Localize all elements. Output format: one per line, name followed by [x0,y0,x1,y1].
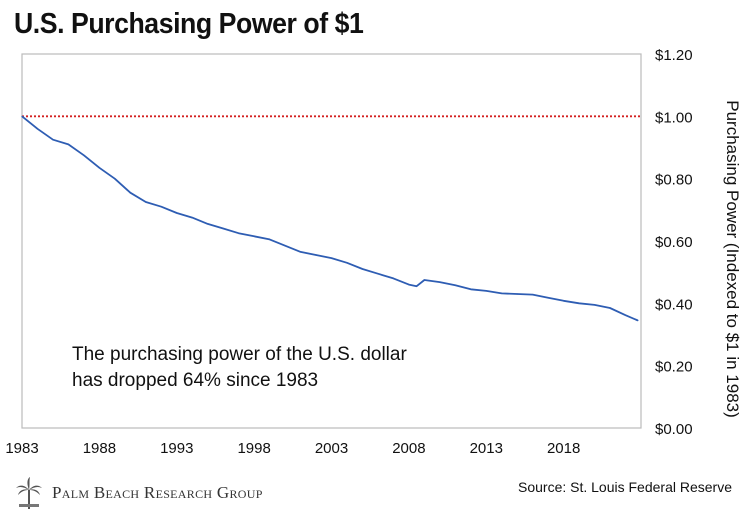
data-point [485,290,487,292]
data-point [52,139,54,141]
x-tick-label: 2003 [315,440,348,457]
data-point [439,281,441,283]
x-tick-label: 1983 [5,440,38,457]
data-point [145,201,147,203]
source-note: Source: St. Louis Federal Reserve [518,479,732,495]
data-point [361,268,364,270]
palm-tree-logo-icon [16,477,42,509]
series-line-1 [21,115,639,322]
data-point [516,293,518,295]
data-point [330,257,333,259]
data-point [160,206,162,208]
y-tick-label: $1.20 [655,47,693,64]
data-point [191,217,193,219]
y-tick-label: $0.60 [655,234,693,251]
y-tick-label: $1.00 [655,109,693,126]
chart-title: U.S. Purchasing Power of $1 [14,8,364,40]
data-point [176,212,178,214]
brand-logo: Palm Beach Research Group [14,476,263,510]
y-tick-label: $0.00 [655,421,693,438]
data-point [637,319,639,322]
data-point [377,273,379,275]
data-point [21,115,23,117]
x-tick-label: 2013 [470,440,503,457]
data-point [563,300,565,302]
y-axis-label: Purchasing Power (Indexed to $1 in 1983) [723,100,742,418]
x-tick-label: 1998 [237,440,270,457]
brand-name: Palm Beach Research Group [52,483,263,502]
data-point [114,178,116,180]
plot-frame [21,53,642,429]
annotation-line-2: has dropped 64% since 1983 [72,370,319,391]
data-point [83,154,85,156]
data-point [315,254,317,256]
data-point [392,277,394,279]
y-tick-label: $0.20 [655,359,693,376]
data-point [67,143,70,145]
data-point [624,314,627,316]
data-point [408,284,410,286]
y-tick-label: $0.40 [655,296,693,313]
data-point [454,284,456,286]
data-point [299,251,302,253]
data-point [423,279,425,281]
annotation-line-1: The purchasing power of the U.S. dollar [72,344,407,365]
y-tick-label: $0.80 [655,172,693,189]
data-point [346,262,348,264]
data-point [416,285,418,287]
data-point [238,232,240,234]
data-point [578,302,580,304]
data-point [253,235,255,237]
x-tick-label: 1988 [83,440,116,457]
data-point [284,245,286,247]
data-point [547,297,549,299]
data-point [470,288,472,290]
data-point [501,292,503,294]
data-point [593,304,596,306]
data-point [36,128,39,130]
data-point [222,227,224,230]
data-point [98,167,100,169]
x-tick-label: 2008 [392,440,425,457]
data-point [609,307,611,309]
data-point [207,223,209,225]
chart-annotation: The purchasing power of the U.S. dollar … [72,342,407,394]
data-point [532,294,534,296]
data-point [129,192,131,194]
x-tick-label: 1993 [160,440,193,457]
data-point [269,238,271,241]
x-tick-label: 2018 [547,440,580,457]
